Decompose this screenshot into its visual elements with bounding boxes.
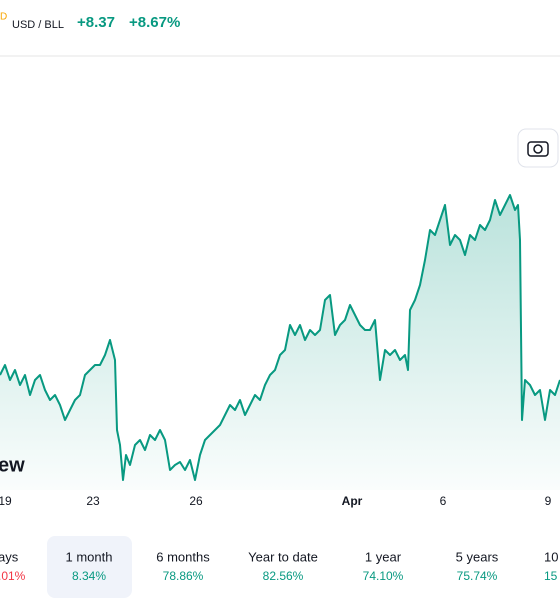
period-tab[interactable]: 5 years 75.74%	[456, 549, 499, 583]
period-change: 74.10%	[363, 569, 404, 583]
watermark: ew	[0, 454, 25, 476]
x-tick-label: 6	[440, 494, 447, 508]
period-tab[interactable]: 1 year 74.10%	[363, 549, 404, 583]
period-change: 15	[544, 569, 558, 583]
x-tick-label: 26	[189, 494, 203, 508]
x-tick-label: 9	[545, 494, 552, 508]
area-fill	[0, 195, 560, 490]
period-label: ays	[0, 549, 19, 564]
period-label: 6 months	[156, 549, 210, 564]
period-label: 1 year	[365, 549, 402, 564]
period-change: 8.34%	[72, 569, 106, 583]
x-tick-label: Apr	[342, 494, 363, 508]
camera-button-bg[interactable]	[517, 128, 559, 168]
symbol-fragment: D	[0, 12, 7, 23]
period-label: Year to date	[248, 549, 318, 564]
period-label: 10	[544, 549, 558, 564]
period-tabs: ays .01% 1 month 8.34% 6 months 78.86% Year to…	[0, 536, 558, 598]
x-tick-label: 23	[86, 494, 100, 508]
period-change: 82.56%	[263, 569, 304, 583]
period-change: .01%	[0, 569, 26, 583]
change: +8.37	[77, 14, 115, 31]
period-tab[interactable]: 1 month 8.34%	[47, 536, 132, 598]
period-change: 78.86%	[163, 569, 204, 583]
selected-tab-bg[interactable]	[47, 536, 132, 598]
period-tab[interactable]: 6 months 78.86%	[156, 549, 210, 583]
period-label: 1 month	[66, 549, 113, 564]
camera-button[interactable]	[517, 128, 559, 168]
x-tick-label: 19	[0, 494, 12, 508]
pair: USD / BLL	[12, 19, 64, 31]
price-line	[0, 194, 560, 481]
camera-icon	[527, 141, 549, 157]
period-label: 5 years	[456, 549, 499, 564]
change-percent: +8.67%	[129, 14, 180, 31]
period-tab[interactable]: Year to date 82.56%	[248, 549, 318, 583]
period-tab[interactable]: ays .01%	[0, 549, 26, 583]
plot: 19 23 26 Apr 6 9	[0, 194, 560, 508]
camera-lens	[533, 144, 543, 154]
period-change: 75.74%	[457, 569, 498, 583]
